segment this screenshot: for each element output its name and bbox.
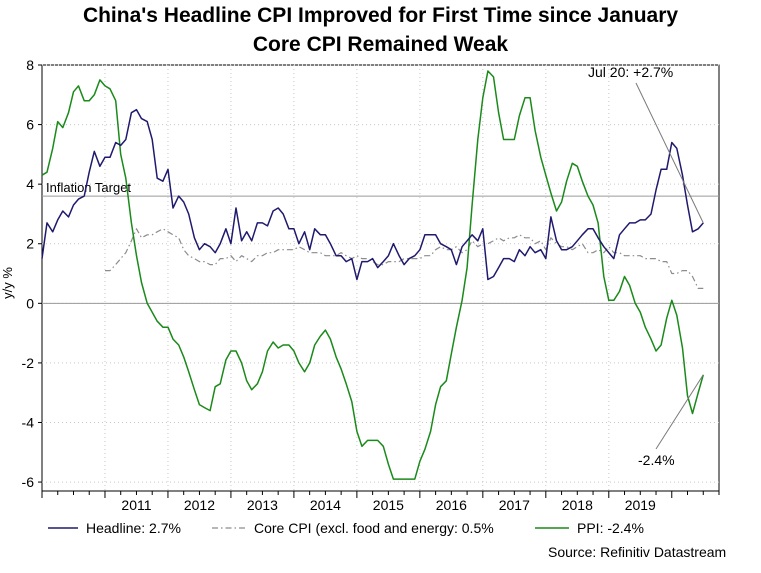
legend-headline: Headline: 2.7% <box>48 520 181 536</box>
y-tick-label: -4 <box>22 414 35 430</box>
legend-label-core: Core CPI (excl. food and energy: 0.5% <box>254 520 494 536</box>
legend-swatch-core <box>212 527 246 529</box>
annotation-leader <box>655 374 704 450</box>
chart-subtitle: Core CPI Remained Weak <box>252 33 509 56</box>
plot-frame <box>41 64 720 492</box>
y-tick-label: -2 <box>22 355 35 371</box>
inflation-target-label: Inflation Target <box>46 180 131 195</box>
legend-swatch-headline <box>48 527 78 529</box>
annotation-leader <box>635 82 704 224</box>
grid-lines <box>42 64 719 491</box>
x-tick-label: 2012 <box>184 497 215 513</box>
x-tick-label: 2016 <box>436 497 467 513</box>
legend-core-cpi: Core CPI (excl. food and energy: 0.5% <box>212 520 494 536</box>
x-tick-label: 2013 <box>247 497 278 513</box>
y-tick-label: 2 <box>26 236 34 252</box>
x-tick-label: 2017 <box>499 497 530 513</box>
series-lines <box>41 70 705 480</box>
y-tick-label: -6 <box>22 474 35 490</box>
annotation-label: -2.4% <box>638 452 675 468</box>
legend-ppi: PPI: -2.4% <box>535 520 644 536</box>
chart-title: China's Headline CPI Improved for First … <box>82 4 679 27</box>
y-tick-label: 6 <box>26 117 34 133</box>
annotation-label: Jul 20: +2.7% <box>588 64 673 80</box>
x-tick-label: 2014 <box>310 497 341 513</box>
x-tick-label: 2015 <box>373 497 404 513</box>
source-note: Source: Refinitiv Datastream <box>548 544 727 560</box>
legend-swatch-ppi <box>535 527 569 529</box>
annotations: Jul 20: +2.7% -2.4% <box>588 64 704 468</box>
series-line-headline <box>41 108 704 281</box>
series-line-core-cpi <box>105 228 704 289</box>
y-tick-label: 0 <box>26 295 34 311</box>
y-axis-label: y/y % <box>0 267 15 299</box>
y-tick-label: 8 <box>26 57 34 73</box>
series-line-ppi <box>41 70 705 480</box>
legend-label-headline: Headline: 2.7% <box>86 520 181 536</box>
axis-ticks: 8 6 4 2 0 -2 -4 -6 2011 2012 2013 2014 2015 2016 2017 2… <box>22 57 720 513</box>
legend-label-ppi: PPI: -2.4% <box>577 520 644 536</box>
reference-lines: Inflation Target <box>42 180 719 304</box>
x-tick-label: 2018 <box>562 497 593 513</box>
x-tick-label: 2019 <box>625 497 656 513</box>
y-tick-label: 4 <box>26 176 34 192</box>
x-tick-label: 2011 <box>121 497 151 513</box>
